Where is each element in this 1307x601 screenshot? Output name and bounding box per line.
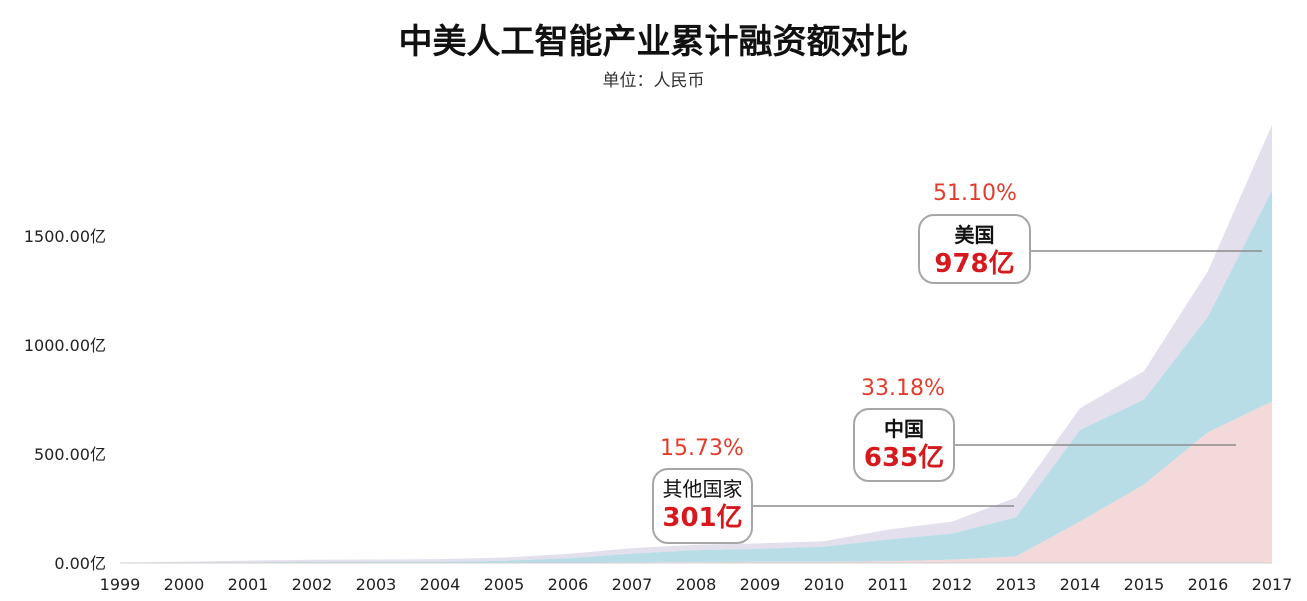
x-tick-label: 1999 xyxy=(100,575,141,594)
china-callout: 中国 635亿 xyxy=(853,408,955,482)
china-callout-name: 中国 xyxy=(884,417,924,441)
x-tick-label: 2015 xyxy=(1124,575,1165,594)
x-tick-label: 2013 xyxy=(996,575,1037,594)
x-tick-label: 2004 xyxy=(420,575,461,594)
x-tick-label: 2011 xyxy=(868,575,909,594)
china-percent-label: 33.18% xyxy=(861,376,945,401)
x-tick-label: 2010 xyxy=(804,575,845,594)
x-tick-label: 2016 xyxy=(1188,575,1229,594)
area-other-countries xyxy=(120,401,1272,563)
china-callout-value: 635亿 xyxy=(863,443,945,473)
other-callout-name: 其他国家 xyxy=(662,477,743,501)
us-callout: 美国 978亿 xyxy=(918,214,1031,284)
x-tick-label: 2008 xyxy=(676,575,717,594)
x-tick-label: 2012 xyxy=(932,575,973,594)
y-tick-label: 500.00亿 xyxy=(34,445,106,464)
x-tick-label: 2000 xyxy=(164,575,205,594)
x-tick-label: 2005 xyxy=(484,575,525,594)
us-callout-name: 美国 xyxy=(954,223,995,247)
x-tick-label: 2003 xyxy=(356,575,397,594)
us-callout-value: 978亿 xyxy=(934,249,1015,279)
x-tick-label: 2002 xyxy=(292,575,333,594)
y-tick-label: 1000.00亿 xyxy=(24,336,106,355)
other-callout: 其他国家 301亿 xyxy=(652,468,753,544)
x-tick-label: 2009 xyxy=(740,575,781,594)
y-tick-label: 1500.00亿 xyxy=(24,227,106,246)
x-tick-label: 2017 xyxy=(1252,575,1293,594)
chart-title: 中美人工智能产业累计融资额对比 xyxy=(398,22,909,62)
x-tick-label: 2014 xyxy=(1060,575,1101,594)
us-percent-label: 51.10% xyxy=(933,181,1017,206)
y-tick-label: 0.00亿 xyxy=(54,554,106,573)
x-tick-label: 2007 xyxy=(612,575,653,594)
x-tick-label: 2001 xyxy=(228,575,269,594)
x-tick-label: 2006 xyxy=(548,575,589,594)
other-callout-value: 301亿 xyxy=(662,503,743,533)
chart-subtitle: 单位：人民币 xyxy=(602,71,705,91)
other-percent-label: 15.73% xyxy=(660,436,744,461)
